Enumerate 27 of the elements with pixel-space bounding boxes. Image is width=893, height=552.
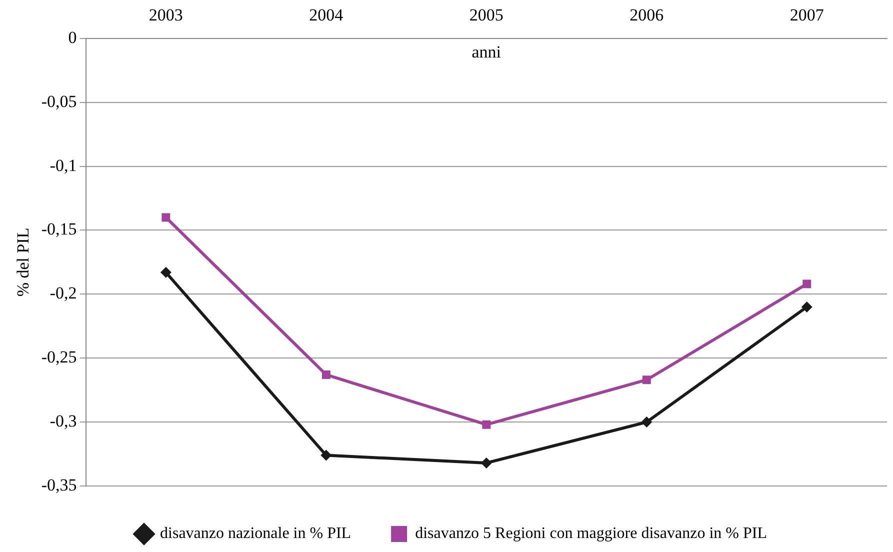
point	[322, 370, 330, 379]
x-tick-label: 2006	[630, 6, 664, 25]
point	[801, 301, 812, 312]
y-tick-label: 0	[68, 28, 77, 47]
y-tick-label: -0,1	[50, 156, 77, 175]
x-tick-label: 2004	[309, 6, 344, 25]
legend-label: disavanzo 5 Regioni con maggiore disavanzo in % PIL	[415, 525, 767, 542]
point	[641, 416, 652, 428]
y-tick-label: -0,3	[50, 412, 77, 431]
point	[482, 420, 491, 429]
point	[480, 457, 492, 468]
y-axis-title: % del PIL	[14, 228, 33, 297]
point	[320, 450, 332, 461]
y-tick-label: -0,05	[41, 92, 77, 111]
y-tick-label: -0,2	[50, 284, 77, 303]
y-tick-label: -0,35	[41, 475, 77, 494]
point	[642, 376, 651, 384]
x-tick-label: 2005	[469, 6, 504, 25]
y-tick-label: -0,25	[41, 348, 77, 367]
x-tick-label: 2007	[790, 6, 824, 25]
point	[162, 213, 170, 222]
legend-label: disavanzo nazionale in % PIL	[160, 525, 352, 542]
x-tick-label: 2003	[148, 6, 183, 25]
point	[802, 280, 812, 288]
x-axis-title: anni	[472, 42, 502, 62]
point	[160, 266, 172, 278]
y-tick-label: -0,15	[41, 220, 77, 239]
